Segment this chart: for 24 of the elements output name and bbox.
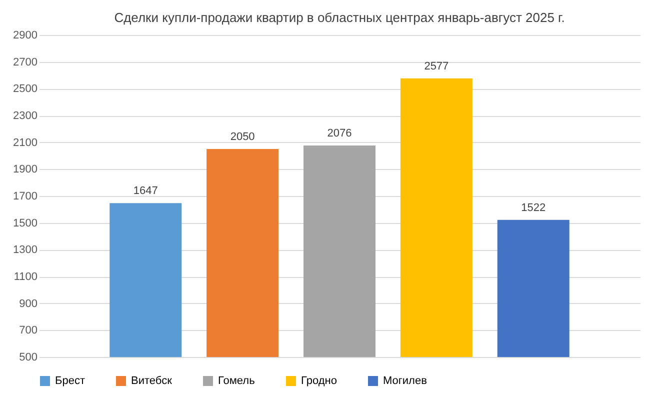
y-tick-label: 2900	[13, 30, 38, 42]
data-label: 2050	[230, 131, 255, 144]
data-label: 1647	[133, 185, 158, 198]
y-tick-label: 1300	[13, 244, 38, 256]
y-tick-label: 2100	[13, 136, 38, 149]
data-label: 1522	[521, 202, 546, 214]
y-tick-label: 1500	[13, 217, 38, 230]
data-label: 2577	[424, 60, 449, 72]
y-tick-label: 1100	[14, 271, 38, 283]
y-tick-label: 500	[19, 352, 38, 364]
legend-label: Могилев	[383, 375, 428, 387]
data-label: 2076	[327, 128, 352, 140]
y-tick-label: 1700	[13, 190, 38, 202]
y-tick-label: 900	[19, 298, 38, 310]
legend-label: Гомель	[218, 375, 256, 387]
y-tick-label: 700	[19, 324, 38, 337]
y-tick-label: 2500	[13, 83, 38, 96]
y-tick-label: 2700	[13, 56, 38, 68]
chart-title: Сделки купли-продажи квартир в областных центрах январь-август 2025 г.	[114, 10, 565, 25]
legend-label: Витебск	[131, 375, 172, 387]
y-tick-label: 1900	[13, 164, 38, 176]
legend-label: Брест	[55, 375, 85, 387]
legend-label: Гродно	[301, 375, 337, 387]
y-tick-label: 2300	[13, 110, 38, 122]
